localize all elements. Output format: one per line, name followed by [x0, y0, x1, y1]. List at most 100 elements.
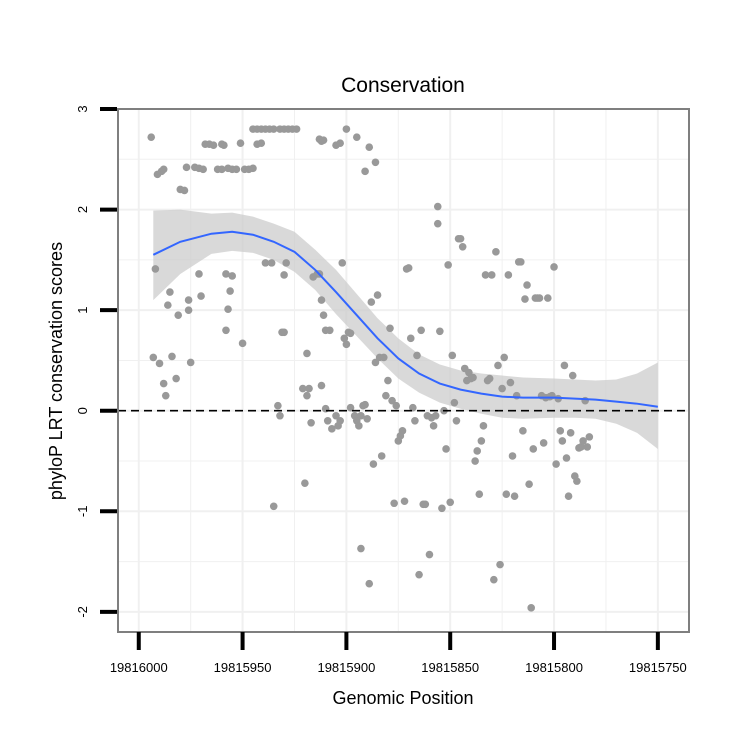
data-point: [510, 492, 519, 501]
data-point: [429, 422, 438, 430]
data-point: [442, 445, 450, 453]
y-tick-label: 0: [75, 407, 90, 414]
data-point: [355, 422, 363, 430]
data-point: [500, 353, 509, 362]
data-point: [209, 141, 218, 150]
data-point: [159, 379, 168, 388]
data-point: [458, 242, 467, 251]
data-point: [373, 291, 382, 299]
x-tick-label: 19816000: [110, 660, 168, 675]
data-point: [539, 439, 548, 447]
data-point: [521, 295, 529, 303]
data-point: [469, 373, 477, 382]
data-point: [506, 378, 515, 387]
data-point: [560, 361, 569, 370]
data-point: [238, 339, 247, 348]
data-point: [282, 259, 290, 267]
data-point: [496, 560, 504, 569]
data-point: [417, 326, 425, 335]
data-point: [338, 259, 347, 267]
data-point: [550, 263, 558, 271]
loess-line: [152, 230, 658, 408]
data-point: [479, 422, 488, 430]
x-tick-label: 19815750: [629, 660, 687, 675]
data-point: [579, 437, 587, 445]
data-point: [346, 403, 355, 412]
data-point: [386, 324, 394, 333]
plot-frame: [117, 108, 690, 633]
data-point: [583, 443, 592, 451]
data-point: [340, 334, 349, 343]
data-point: [433, 219, 442, 228]
data-point: [147, 133, 156, 141]
data-point: [261, 259, 270, 267]
data-point: [492, 248, 500, 256]
data-point: [184, 306, 193, 314]
data-point: [199, 165, 207, 174]
data-point: [448, 351, 457, 360]
data-point: [431, 411, 440, 420]
data-point: [490, 575, 498, 584]
data-point: [452, 416, 461, 425]
data-point: [409, 403, 417, 412]
y-tick-label: 1: [75, 307, 90, 314]
data-point: [184, 296, 193, 304]
data-point: [149, 353, 158, 362]
data-point: [371, 158, 380, 167]
data-point: [508, 452, 517, 460]
data-point: [371, 358, 380, 367]
data-point: [274, 401, 282, 410]
data-point: [164, 301, 172, 309]
x-tick-label: 19815950: [214, 660, 272, 675]
data-point: [544, 294, 552, 302]
data-point: [444, 261, 452, 269]
data-point: [517, 258, 525, 266]
data-point: [180, 186, 189, 195]
data-point: [342, 125, 351, 133]
data-point: [411, 416, 419, 425]
data-point: [390, 499, 398, 508]
data-point: [552, 460, 560, 468]
data-point: [369, 460, 378, 468]
data-point: [332, 411, 340, 420]
data-point: [415, 570, 423, 579]
data-point: [433, 202, 442, 211]
y-tick-label: 2: [75, 206, 90, 213]
data-point: [502, 490, 511, 499]
data-point: [336, 416, 344, 425]
data-point: [319, 136, 328, 144]
data-point: [328, 425, 336, 433]
data-point: [535, 294, 544, 302]
data-point: [323, 416, 332, 425]
data-point: [379, 353, 388, 362]
data-point: [365, 579, 374, 588]
data-point: [336, 139, 344, 147]
data-point: [363, 414, 371, 423]
data-point: [218, 165, 226, 174]
chart-title: Conservation: [341, 74, 465, 97]
data-point: [556, 427, 565, 435]
data-point: [577, 443, 585, 451]
data-point: [367, 298, 376, 306]
data-point: [236, 139, 245, 147]
data-point: [307, 419, 315, 427]
data-point: [280, 271, 288, 279]
data-point: [523, 281, 531, 289]
data-point: [298, 384, 307, 393]
data-point: [222, 326, 230, 335]
data-point: [465, 368, 473, 377]
y-tick-label: -1: [75, 506, 90, 518]
data-point: [292, 125, 301, 133]
x-axis-label: Genomic Position: [332, 688, 473, 708]
y-axis-label: phyloP LRT conservation scores: [46, 242, 66, 500]
data-point: [525, 480, 533, 488]
data-point: [303, 349, 311, 358]
data-point: [276, 411, 284, 420]
data-point: [456, 234, 465, 243]
data-point: [155, 359, 164, 368]
data-point: [398, 427, 407, 435]
data-point: [562, 454, 571, 462]
data-point: [226, 287, 234, 295]
data-point: [413, 351, 421, 360]
data-point: [519, 427, 527, 435]
